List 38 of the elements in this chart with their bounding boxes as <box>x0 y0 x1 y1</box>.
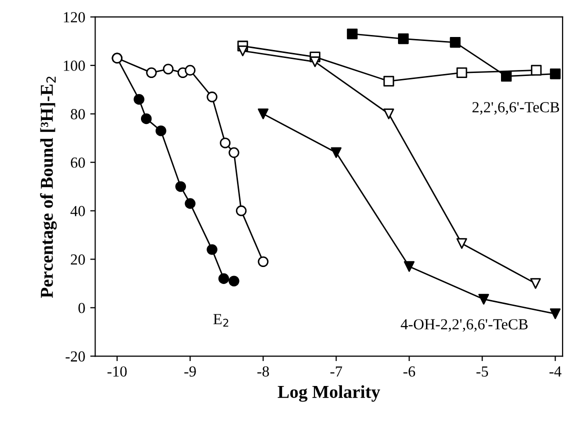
point <box>456 67 468 78</box>
point <box>346 28 358 40</box>
point <box>383 76 394 87</box>
y-tick-label: 40 <box>70 206 85 216</box>
y-tick-label: 20 <box>70 254 85 265</box>
annotation: E$_{2}$ <box>213 314 228 327</box>
y-tick-label: 100 <box>64 60 85 71</box>
y-tick-label: 120 <box>64 12 85 22</box>
y-tick-label: -20 <box>66 351 85 362</box>
x-tick-label: -8 <box>257 366 269 377</box>
x-tick-label: -4 <box>549 366 562 376</box>
point <box>450 37 461 48</box>
point <box>500 70 512 82</box>
point <box>383 108 394 120</box>
point <box>258 108 269 120</box>
x-tick-label: -10 <box>108 366 127 377</box>
x-tick-label: -6 <box>403 366 416 377</box>
point <box>530 278 541 289</box>
point <box>310 56 320 68</box>
point <box>550 308 561 320</box>
point <box>550 68 561 80</box>
point <box>456 238 468 249</box>
y-tick-label: 60 <box>70 157 85 168</box>
x-tick-label: -7 <box>330 366 342 376</box>
annotation: 2,2',6,6'-TeCB <box>472 102 560 115</box>
x-axis-title: Log Molarity <box>278 385 380 402</box>
point <box>404 261 415 272</box>
y-tick-label: 0 <box>78 302 85 314</box>
point <box>237 46 248 56</box>
point <box>530 64 542 76</box>
point <box>330 147 342 158</box>
x-tick-label: -9 <box>184 366 196 377</box>
annotation: 4-OH-2,2',6,6'-TeCB <box>400 319 528 332</box>
y-tick-label: 80 <box>70 109 85 120</box>
x-tick-label: -5 <box>476 366 488 377</box>
point <box>398 33 409 44</box>
point <box>478 294 490 305</box>
y-axis-title: Percentage of Bound [³H]-E$_{2}$ <box>40 76 57 298</box>
